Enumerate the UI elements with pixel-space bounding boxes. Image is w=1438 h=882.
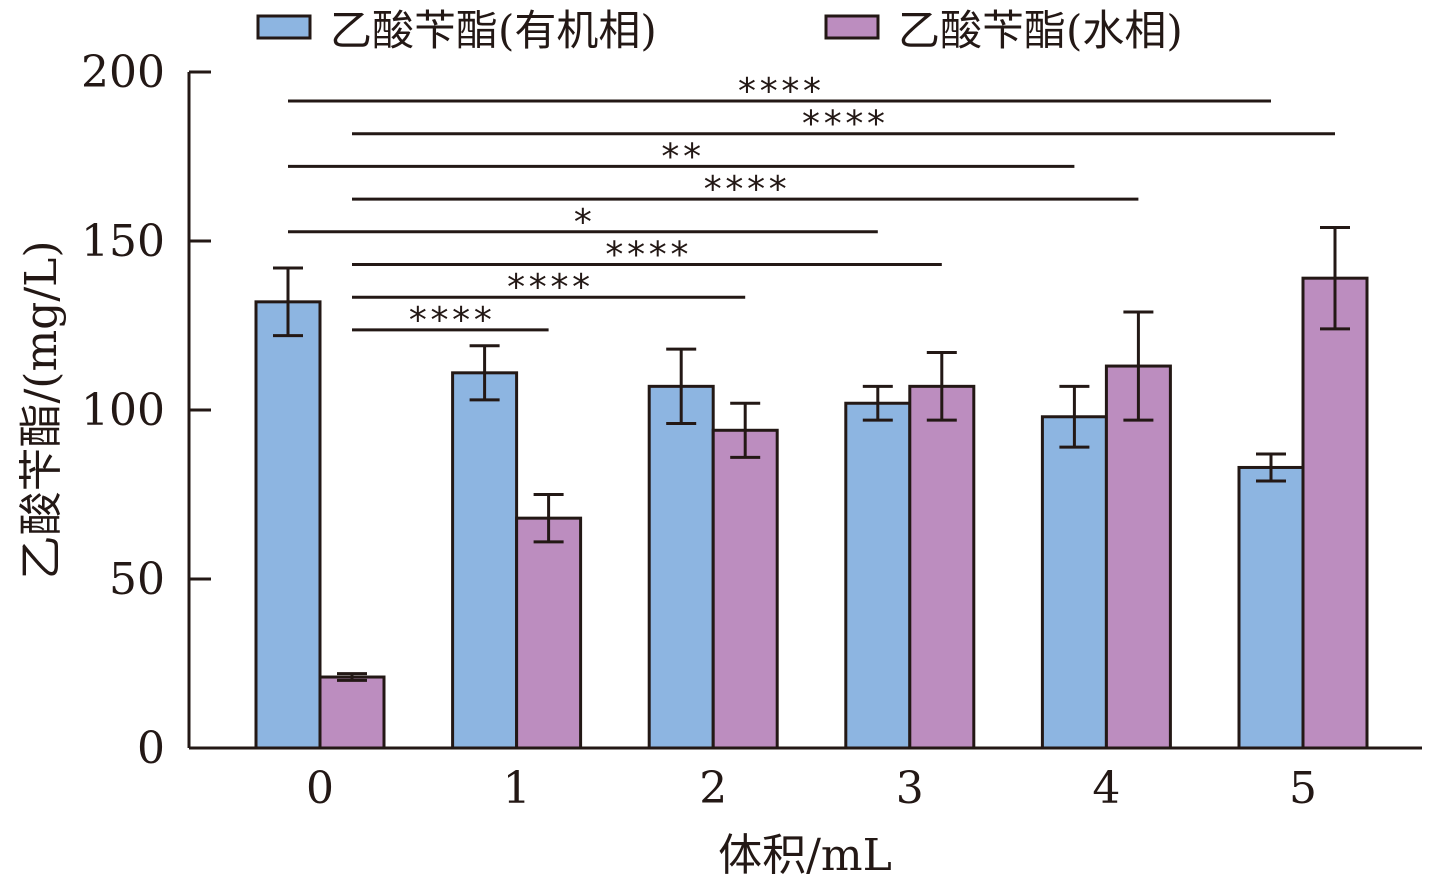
significance-label: **	[660, 136, 703, 177]
significance-label: ****	[800, 104, 887, 145]
legend-label-aqueous: 乙酸苄酯(水相)	[898, 6, 1183, 55]
legend-label-organic: 乙酸苄酯(有机相)	[330, 6, 657, 55]
y-tick-label: 150	[81, 216, 165, 267]
bar	[711, 428, 779, 750]
x-tick-label: 4	[1092, 763, 1120, 814]
significance-label: ****	[604, 235, 691, 276]
significance-label: ****	[702, 169, 789, 210]
bar	[515, 516, 583, 750]
bar	[451, 371, 519, 750]
significance-markers: ***************************	[288, 71, 1335, 341]
y-tick-label: 100	[81, 385, 165, 436]
bar	[254, 300, 322, 750]
bar	[844, 401, 912, 750]
error-bars	[273, 225, 1350, 682]
y-tick-label: 50	[109, 554, 165, 605]
y-ticks: 0 50 100 150 200	[81, 47, 211, 774]
y-axis-title: 乙酸苄酯/(mg/L)	[16, 240, 67, 579]
bar	[1104, 364, 1172, 750]
y-tick-label: 200	[81, 47, 165, 98]
legend-swatch-organic	[256, 14, 312, 40]
significance-label: *	[572, 202, 594, 243]
x-tick-label: 0	[306, 763, 334, 814]
x-tick-label: 3	[896, 763, 924, 814]
bars	[254, 276, 1369, 750]
x-tick-label: 2	[699, 763, 727, 814]
significance-label: ****	[736, 71, 823, 112]
legend: 乙酸苄酯(有机相) 乙酸苄酯(水相)	[256, 6, 1183, 55]
significance-label: ****	[505, 267, 592, 308]
bar	[1237, 465, 1305, 750]
x-tick-label: 5	[1289, 763, 1317, 814]
significance-label: ****	[407, 300, 494, 341]
bar	[1301, 276, 1369, 750]
bar	[318, 675, 386, 750]
bar	[908, 384, 976, 750]
x-axis-title: 体积/mL	[718, 830, 892, 881]
y-tick-label: 0	[137, 723, 165, 774]
bar	[647, 384, 715, 750]
x-tick-label: 1	[503, 763, 531, 814]
x-ticks: 0 1 2 3 4 5	[306, 763, 1317, 814]
legend-swatch-aqueous	[824, 14, 880, 40]
bar	[1040, 415, 1108, 750]
